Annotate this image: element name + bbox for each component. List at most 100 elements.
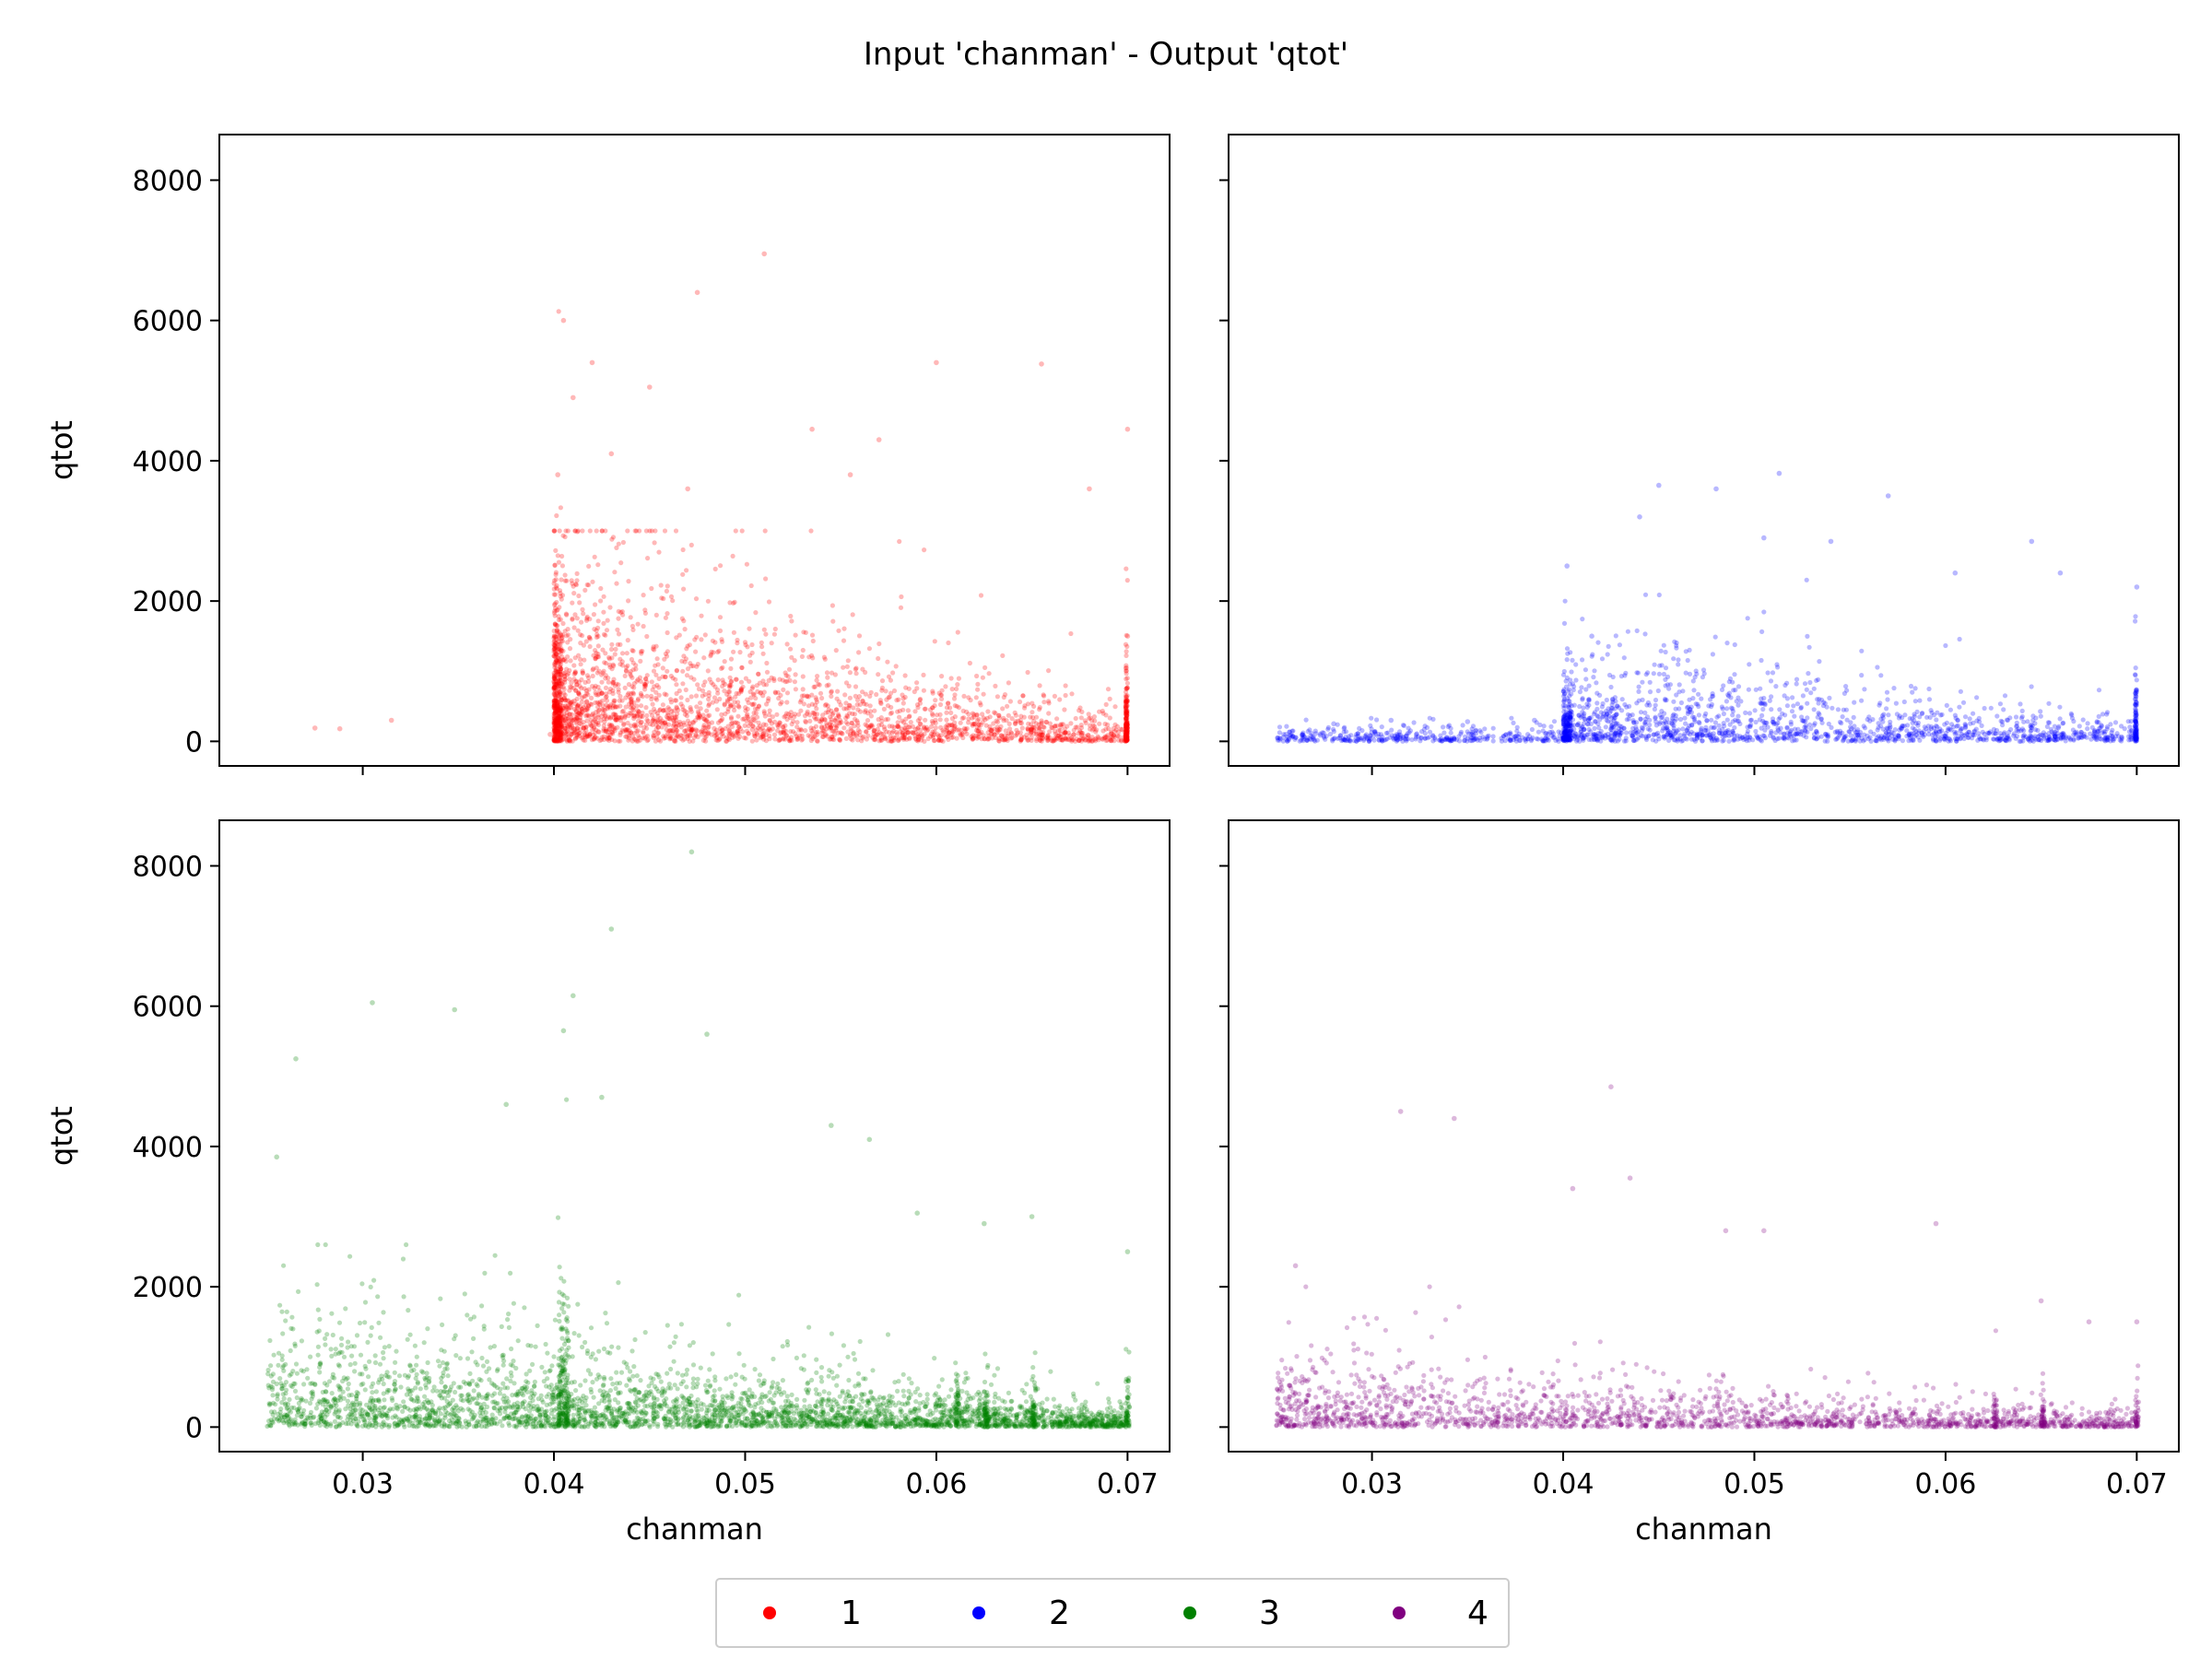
scatter-point <box>946 730 951 735</box>
scatter-point <box>565 640 571 645</box>
scatter-point <box>1761 720 1767 725</box>
scatter-point <box>900 730 905 735</box>
scatter-point <box>1893 735 1899 742</box>
scatter-point <box>1700 732 1705 737</box>
scatter-point <box>552 608 558 614</box>
scatter-point <box>558 707 564 713</box>
scatter-point <box>1523 738 1528 744</box>
scatter-point <box>554 703 559 710</box>
scatter-point <box>828 714 833 720</box>
scatter-point <box>691 735 697 740</box>
scatter-point <box>597 702 603 708</box>
scatter-point <box>626 735 632 741</box>
scatter-point <box>1588 715 1594 721</box>
scatter-point <box>1618 727 1624 733</box>
scatter-point <box>855 723 861 729</box>
scatter-point <box>681 586 687 592</box>
scatter-point <box>2089 724 2095 731</box>
scatter-point <box>1778 725 1783 731</box>
scatter-point <box>747 689 753 695</box>
scatter-point <box>552 650 559 656</box>
scatter-point <box>856 694 863 700</box>
scatter-point <box>592 713 597 719</box>
scatter-point <box>649 693 654 699</box>
scatter-point <box>551 722 558 728</box>
scatter-point <box>553 701 559 707</box>
scatter-point <box>1962 733 1968 738</box>
scatter-point <box>845 658 851 664</box>
scatter-point <box>1523 736 1528 743</box>
scatter-point <box>555 623 560 629</box>
scatter-point <box>1409 737 1415 743</box>
scatter-point <box>581 720 586 725</box>
scatter-point <box>551 676 558 681</box>
scatter-point <box>799 733 805 739</box>
scatter-point <box>603 685 609 691</box>
scatter-point <box>1009 716 1015 722</box>
scatter-point <box>1764 720 1770 725</box>
scatter-point <box>555 717 560 723</box>
scatter-point <box>1366 738 1371 744</box>
scatter-point <box>948 732 954 737</box>
scatter-point <box>1656 592 1662 598</box>
scatter-point <box>827 725 832 731</box>
scatter-point <box>587 731 593 737</box>
scatter-point <box>630 704 636 710</box>
scatter-point <box>583 724 589 730</box>
scatter-point <box>1811 732 1818 737</box>
scatter-point <box>1994 737 2000 743</box>
scatter-point <box>853 733 860 738</box>
scatter-point <box>1716 723 1722 728</box>
scatter-point <box>1685 725 1691 731</box>
scatter-point <box>1124 649 1129 654</box>
scatter-point <box>1917 737 1923 743</box>
scatter-point <box>697 712 702 718</box>
scatter-point <box>813 716 818 722</box>
scatter-point <box>1565 712 1571 718</box>
scatter-point <box>604 698 610 703</box>
scatter-point <box>961 725 968 731</box>
scatter-point <box>1413 736 1418 742</box>
scatter-point <box>695 709 701 714</box>
scatter-point <box>930 690 935 696</box>
scatter-point <box>562 698 568 703</box>
scatter-point <box>1656 671 1662 677</box>
scatter-point <box>1673 731 1678 736</box>
scatter-point <box>1422 731 1428 736</box>
scatter-point <box>781 736 786 742</box>
scatter-point <box>668 697 674 702</box>
scatter-point <box>1636 688 1641 695</box>
scatter-point <box>761 711 768 716</box>
scatter-point <box>1560 735 1566 741</box>
scatter-point <box>846 683 852 689</box>
scatter-point <box>958 733 963 738</box>
scatter-point <box>1045 733 1051 739</box>
scatter-point <box>933 725 938 731</box>
scatter-point <box>1878 734 1884 739</box>
scatter-point <box>662 707 667 713</box>
scatter-point <box>557 681 563 687</box>
scatter-point <box>1812 721 1818 726</box>
scatter-point <box>940 727 946 733</box>
scatter-point <box>657 715 664 722</box>
scatter-point <box>952 703 958 709</box>
scatter-point <box>1747 711 1752 716</box>
scatter-point <box>1124 712 1129 717</box>
scatter-point <box>1819 720 1825 725</box>
scatter-point <box>956 705 962 711</box>
scatter-point <box>555 683 560 688</box>
scatter-point <box>2094 720 2100 725</box>
scatter-point <box>690 720 696 725</box>
scatter-point <box>1465 738 1470 744</box>
scatter-point <box>601 736 607 743</box>
scatter-point <box>634 729 640 735</box>
scatter-point <box>1124 735 1130 741</box>
scatter-point <box>949 723 955 728</box>
scatter-point <box>1664 725 1669 731</box>
scatter-point <box>1555 736 1560 742</box>
scatter-point <box>1331 726 1336 732</box>
scatter-point <box>1580 657 1585 663</box>
scatter-point <box>587 732 593 738</box>
scatter-point <box>658 720 664 725</box>
scatter-point <box>551 684 557 690</box>
